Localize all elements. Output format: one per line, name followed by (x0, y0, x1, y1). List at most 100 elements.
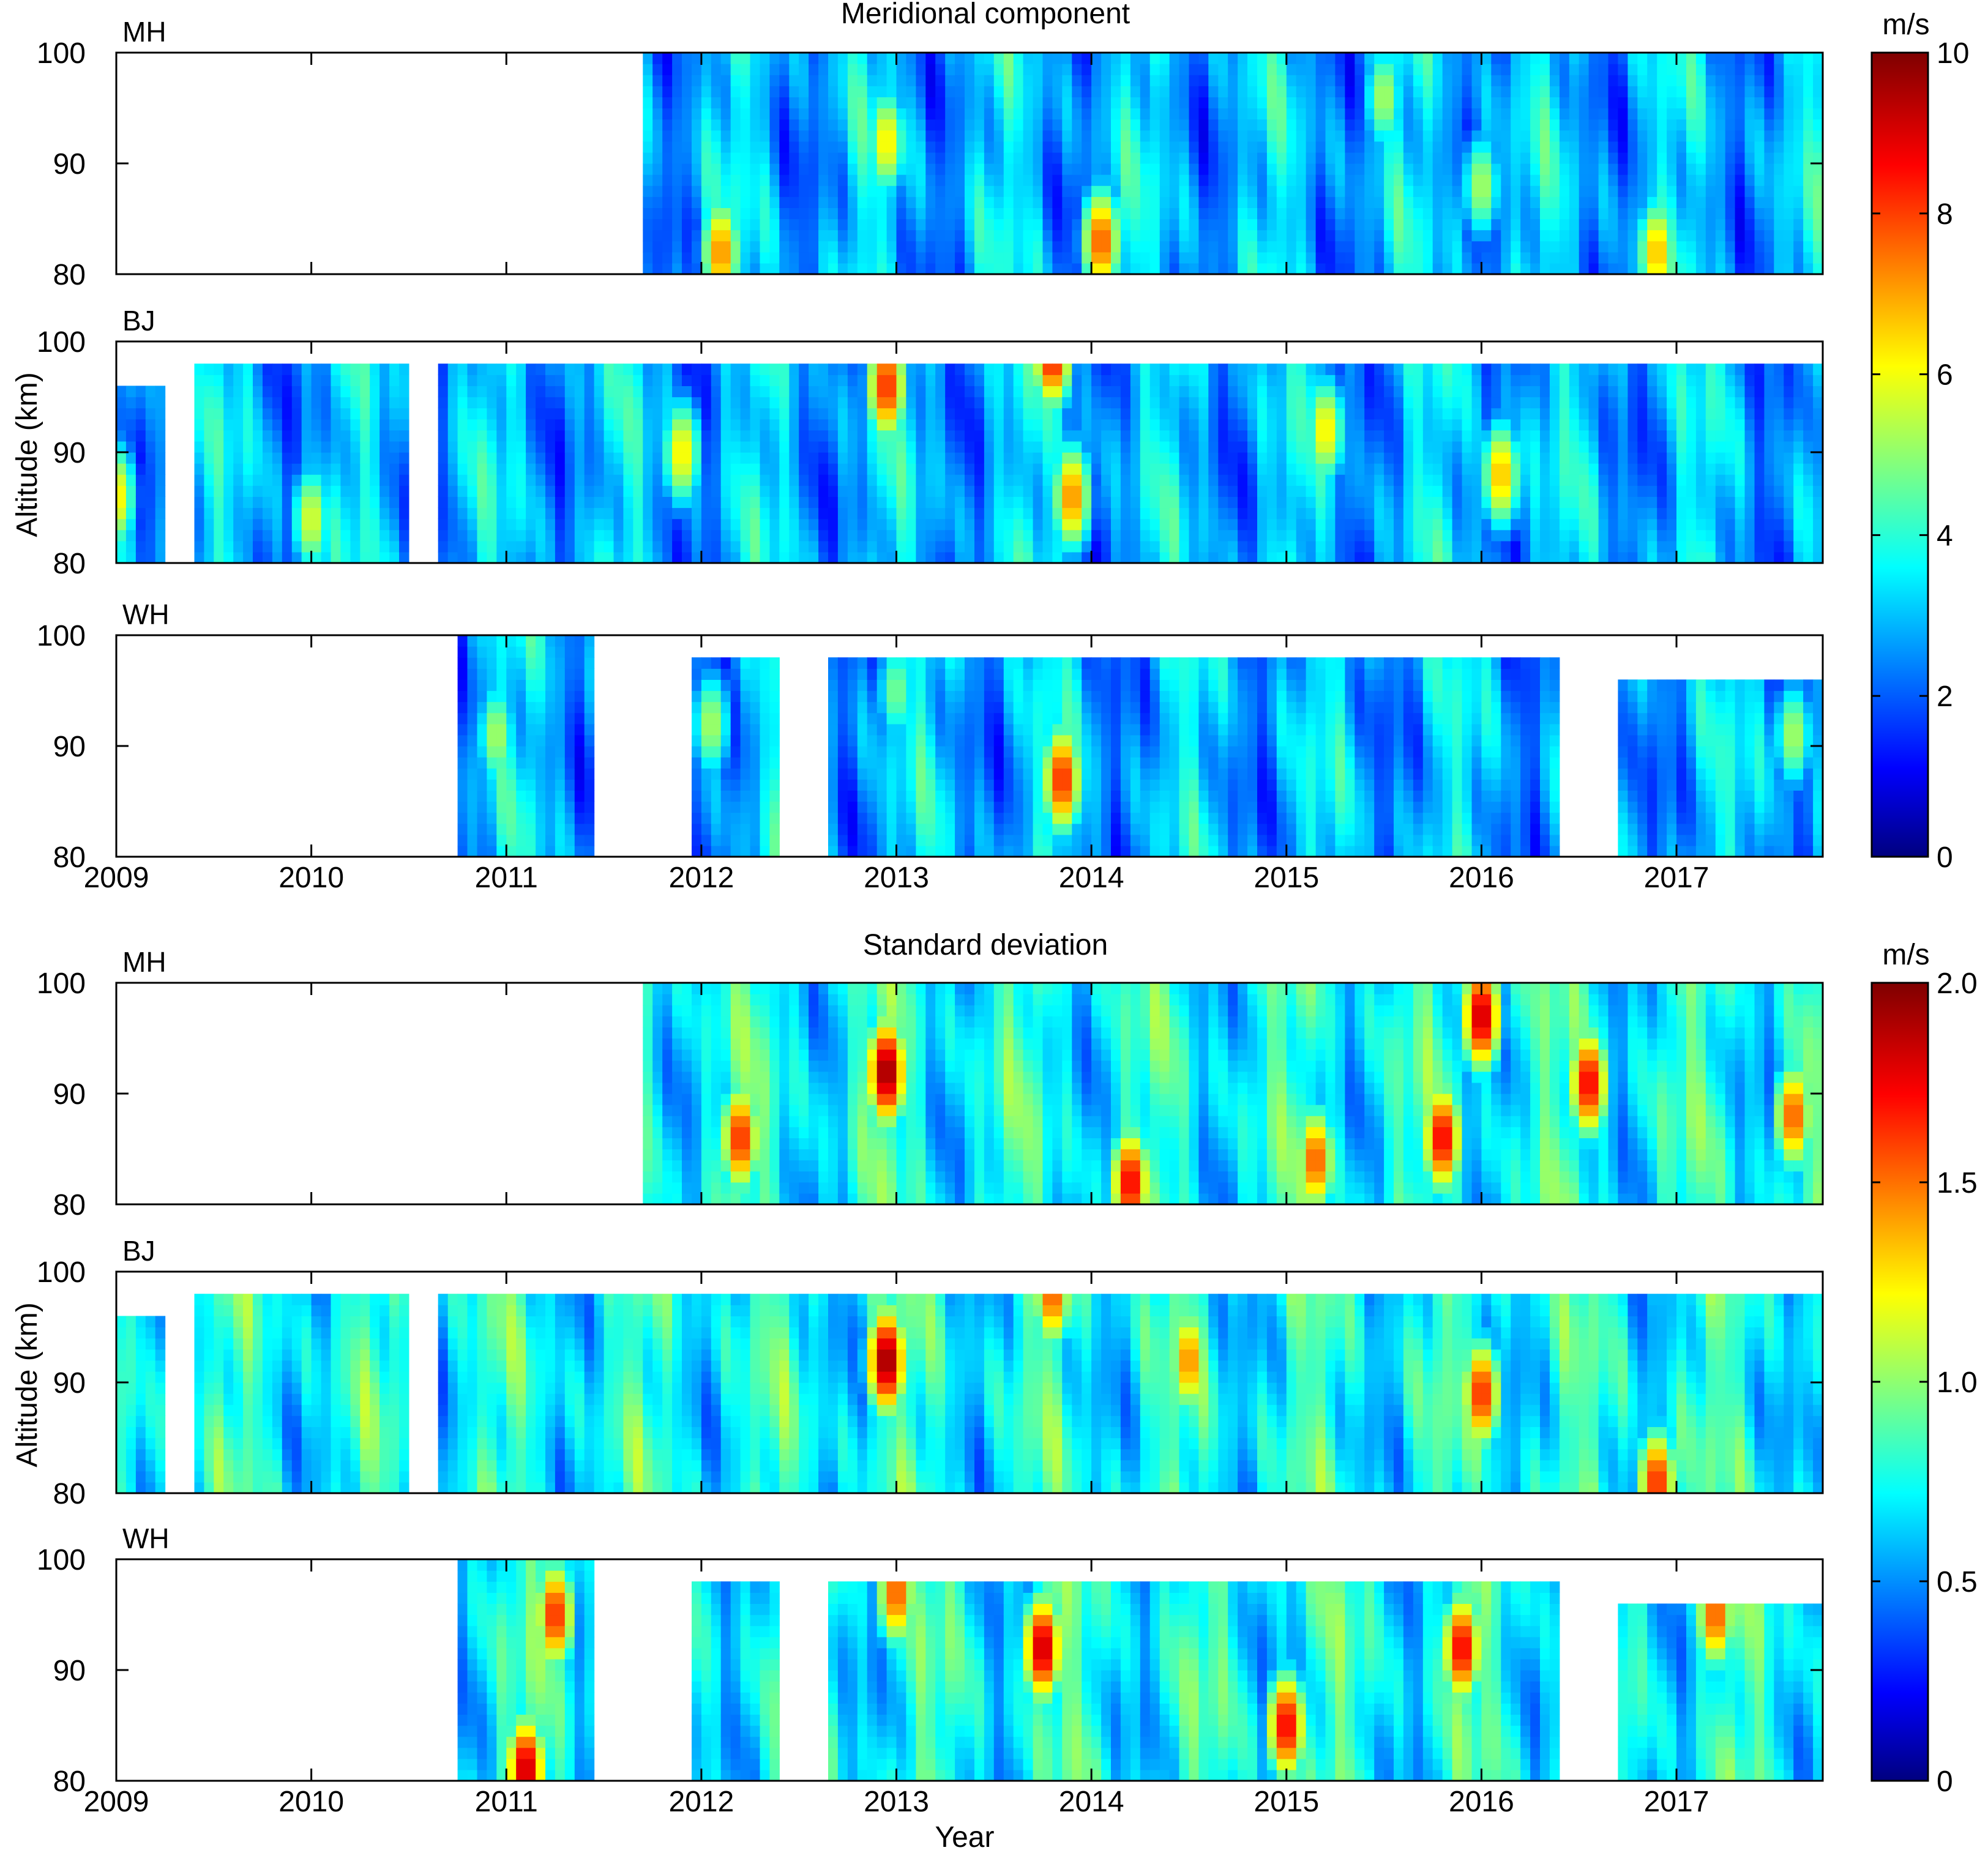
heat-cell (711, 75, 722, 86)
heat-cell (1315, 207, 1326, 220)
heat-cell (1452, 263, 1463, 275)
heat-cell (555, 496, 566, 509)
heat-cell (837, 218, 848, 231)
heat-cell (906, 196, 916, 208)
heat-cell (536, 518, 546, 531)
heat-cell (1325, 397, 1336, 409)
heat-cell (1462, 263, 1472, 275)
heat-cell (1754, 207, 1765, 220)
heat-cell (223, 463, 234, 475)
heat-cell (1725, 108, 1736, 120)
heat-cell (1569, 108, 1580, 120)
heat-cell (916, 485, 926, 497)
heat-cell (1169, 196, 1180, 208)
heat-cell (1647, 174, 1657, 186)
heat-cell (750, 86, 760, 97)
heat-cell (955, 196, 965, 208)
heat-cell (350, 518, 361, 531)
heat-cell (1774, 86, 1784, 97)
heat-cell (1501, 97, 1511, 109)
heat-cell (769, 152, 780, 164)
heat-cell (1452, 75, 1463, 86)
heat-cell (1813, 152, 1823, 164)
heat-cell (1325, 364, 1336, 375)
heat-cell (536, 397, 546, 409)
heat-cell (1091, 163, 1102, 175)
heat-cell (1189, 229, 1199, 242)
heat-cell (1452, 130, 1463, 142)
heat-cell (1374, 240, 1384, 253)
heat-cell (360, 485, 370, 497)
heat-cell (1501, 529, 1511, 542)
heat-cell (1813, 229, 1823, 242)
heat-cell (1608, 252, 1618, 264)
heat-cell (925, 130, 936, 142)
heat-cell (896, 229, 906, 242)
heat-cell (1003, 152, 1014, 164)
heat-cell (1072, 64, 1082, 75)
heat-cell (779, 430, 790, 442)
heat-cell (916, 518, 926, 531)
heat-cell (1149, 196, 1160, 208)
heat-cell (1179, 529, 1189, 542)
heat-cell (1101, 474, 1112, 486)
heat-cell (1667, 196, 1677, 208)
heat-cell (1715, 141, 1726, 153)
heat-cell (1149, 86, 1160, 97)
heat-cell (925, 496, 936, 509)
heat-cell (1598, 108, 1609, 120)
heat-cell (1481, 441, 1492, 453)
heat-cell (1491, 75, 1501, 86)
heat-cell (487, 386, 497, 398)
heat-cell (1384, 174, 1394, 186)
heat-cell (1091, 386, 1102, 398)
heat-cell (1618, 141, 1628, 153)
heat-cell (389, 430, 400, 442)
heat-cell (1598, 240, 1609, 253)
heat-cell (809, 97, 819, 109)
heat-cell (760, 430, 770, 442)
heat-cell (916, 174, 926, 186)
heat-cell (1549, 507, 1560, 520)
heat-cell (1189, 474, 1199, 486)
heat-cell (1101, 130, 1112, 142)
heat-cell (750, 185, 760, 197)
heat-cell (1491, 518, 1501, 531)
heat-cell (799, 130, 809, 142)
heat-cell (1276, 75, 1287, 86)
heat-cell (984, 430, 995, 442)
heat-cell (837, 430, 848, 442)
heat-cell (282, 540, 293, 553)
heat-cell (672, 430, 682, 442)
heat-cell (896, 551, 906, 564)
heat-cell (1140, 364, 1151, 375)
heat-cell (594, 419, 605, 431)
heat-cell (769, 507, 780, 520)
heat-cell (1452, 507, 1463, 520)
heat-cell (916, 229, 926, 242)
heat-cell (1120, 474, 1131, 486)
heat-cell (1042, 86, 1053, 97)
heat-cell (379, 463, 390, 475)
heat-cell (867, 252, 878, 264)
heat-cell (1627, 240, 1638, 253)
heat-cell (1111, 507, 1121, 520)
heat-cell (1306, 229, 1317, 242)
heat-cell (1169, 174, 1180, 186)
heat-cell (447, 441, 458, 453)
heat-cell (886, 252, 897, 264)
heat-cell (1072, 185, 1082, 197)
heat-cell (1052, 529, 1063, 542)
heat-cell (779, 419, 790, 431)
heat-cell (1355, 163, 1365, 175)
heat-cell (623, 474, 633, 486)
heat-cell (1325, 474, 1336, 486)
heat-cell (1608, 119, 1618, 131)
heat-cell (1042, 408, 1053, 420)
heat-cell (311, 463, 322, 475)
heat-cell (1315, 174, 1326, 186)
heat-cell (1511, 130, 1521, 142)
heat-cell (125, 386, 136, 398)
heat-cell (1491, 207, 1501, 220)
heat-cell (1169, 229, 1180, 242)
